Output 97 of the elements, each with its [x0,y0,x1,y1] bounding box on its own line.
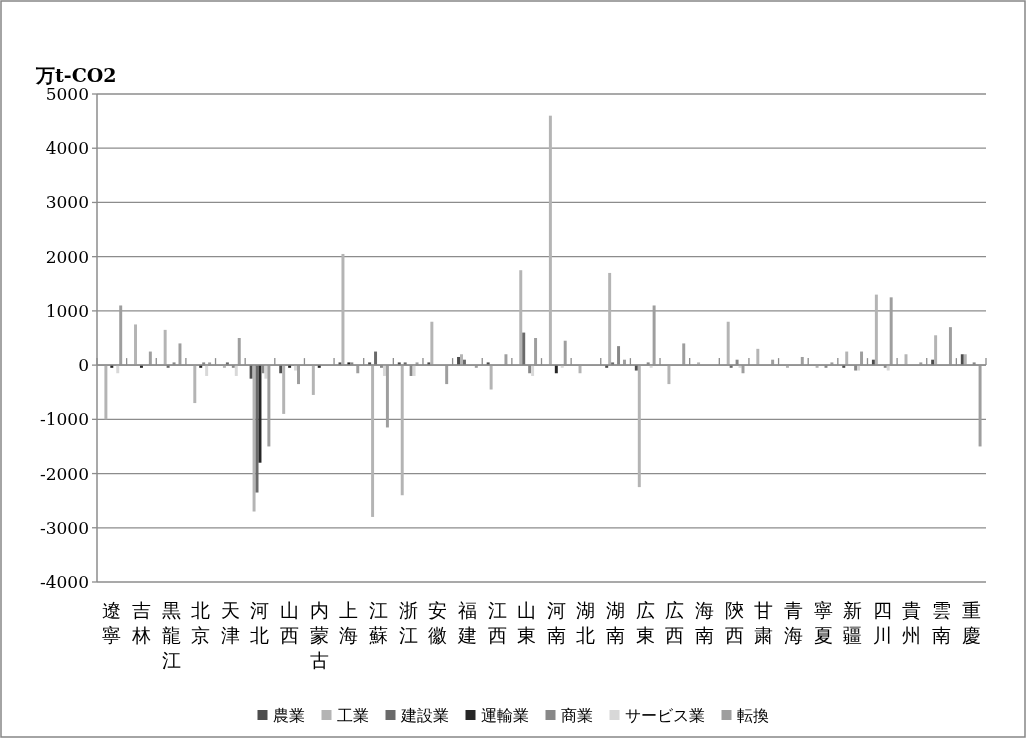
legend-label: サービス業 [624,706,705,725]
bar [163,329,167,366]
x-tick-label: 福建 [456,599,477,646]
bar [297,365,300,385]
legend-label: 転換 [736,706,769,725]
bar [726,321,730,366]
bar [608,272,612,366]
x-tick-label: 河北 [250,599,270,646]
x-tick-label: 重慶 [961,599,981,646]
x-tick-label: 浙江 [398,599,418,646]
x-tick-label: 吉林 [130,599,151,646]
bar [400,365,404,496]
bar [519,270,523,366]
legend-label: 農業 [272,706,305,725]
y-tick-label: 5000 [45,84,89,104]
x-tick-label: 湖南 [606,599,626,646]
bar [522,332,526,366]
bar [249,365,253,379]
x-tick-label: 内蒙古 [309,599,329,671]
x-tick-label: 寧夏 [813,599,833,646]
y-tick-label: 2000 [45,246,89,267]
bar [382,365,386,376]
x-tick-label: 安徽 [428,599,448,646]
x-tick-label: 江蘇 [369,599,389,646]
x-tick-label: 陝西 [724,599,744,646]
legend-label: 商業 [560,706,593,725]
bar [119,305,123,366]
bar [504,354,508,366]
x-tick-label: 湖北 [576,599,596,646]
y-tick-label: 4000 [45,138,89,159]
y-tick-label: -2000 [39,463,89,484]
bar [374,351,378,366]
bar [682,343,686,366]
bar [234,365,238,376]
legend-label: 工業 [336,706,369,725]
x-tick-label: 黒龍江 [161,599,181,671]
x-tick-label: 海南 [694,599,714,646]
x-tick-label: 青海 [783,599,803,646]
y-tick-label: -4000 [39,572,89,592]
bar [385,365,389,428]
x-tick-label: 北京 [191,599,211,646]
bar [252,365,256,512]
x-tick-label: 天津 [220,599,240,646]
bar [489,365,493,390]
y-tick-label: 0 [78,355,89,376]
y-tick-label: -3000 [39,517,89,538]
bar [756,348,760,366]
bar [934,335,938,366]
bar [948,327,952,366]
bar [255,365,259,493]
x-tick-label: 上海 [339,599,359,646]
bar [294,365,298,371]
legend-label: 運輸業 [480,706,529,725]
x-tick-label: 四川 [872,599,892,646]
x-tick-label: 山西 [280,599,300,646]
bar [889,297,893,366]
bar [652,305,656,366]
bar [193,365,197,404]
x-tick-label: 江西 [487,599,507,646]
bar [104,365,108,420]
x-tick-label: 広東 [635,599,655,646]
bar [563,340,567,366]
bar [282,365,286,414]
x-tick-label: 遼寧 [102,599,122,646]
bar [978,365,982,447]
bar [534,338,538,366]
bar [634,365,638,371]
bar [341,253,345,366]
bar [371,365,375,517]
bar [311,365,315,395]
bar [548,115,552,366]
bar [637,365,641,488]
x-tick-label: 甘粛 [754,599,774,646]
bar [430,321,434,366]
bar [178,343,182,366]
bar [205,365,209,376]
y-tick-label: 3000 [45,192,89,213]
x-tick-label: 雲南 [932,599,952,646]
x-tick-label: 山東 [517,599,537,646]
x-tick-label: 新疆 [843,599,863,646]
bar [860,351,864,366]
legend-label: 建設業 [399,706,449,725]
bar [148,351,152,366]
x-tick-label: 河南 [546,599,566,646]
bar [237,338,241,366]
x-tick-label: 貴州 [902,599,922,646]
bar [874,294,878,366]
bar [134,324,138,366]
x-tick-label: 広西 [665,599,685,646]
bar [667,365,671,385]
y-axis-title: 万t-CO2 [35,64,117,86]
y-tick-label: -1000 [39,409,89,430]
bar [845,351,849,366]
bar [445,365,449,385]
bar [264,365,268,379]
y-tick-label: 1000 [45,300,89,321]
bar [267,365,271,447]
